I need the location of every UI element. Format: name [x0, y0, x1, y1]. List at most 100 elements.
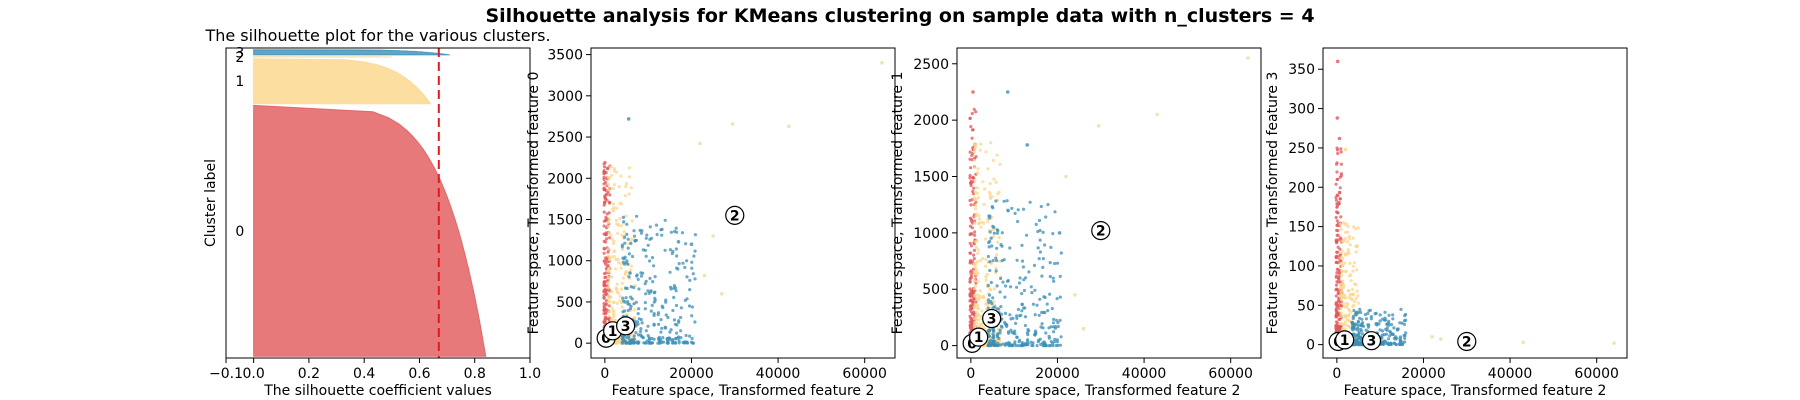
data-point — [1337, 271, 1341, 276]
data-point — [975, 212, 979, 216]
data-point — [1339, 227, 1343, 231]
data-point — [639, 318, 643, 322]
data-point — [686, 341, 690, 345]
data-point — [1051, 344, 1055, 348]
data-point — [607, 304, 611, 308]
data-point — [1338, 247, 1342, 251]
cluster-center-label: 1 — [974, 330, 984, 346]
data-point — [979, 317, 983, 321]
data-point — [665, 339, 670, 343]
data-point — [986, 254, 991, 259]
data-point — [632, 229, 636, 233]
data-point — [1335, 219, 1339, 223]
data-point — [612, 313, 616, 317]
data-point — [606, 281, 611, 285]
data-point — [628, 341, 633, 345]
data-point — [1018, 276, 1022, 280]
data-point — [991, 296, 995, 300]
data-point — [698, 141, 702, 146]
data-point — [984, 278, 988, 282]
data-point — [1038, 228, 1042, 233]
data-point — [647, 291, 651, 295]
data-point — [1020, 259, 1025, 263]
data-point — [635, 273, 639, 277]
data-point — [688, 288, 692, 292]
data-point — [1015, 335, 1019, 339]
data-point — [1338, 222, 1342, 226]
data-point — [998, 328, 1002, 332]
data-point — [1021, 207, 1026, 211]
y-tick-label: 2500 — [913, 57, 949, 73]
data-point — [1356, 319, 1360, 323]
data-point — [629, 241, 633, 246]
data-point — [1039, 342, 1043, 347]
data-point — [976, 251, 980, 255]
data-point — [1339, 300, 1343, 304]
data-point — [1366, 311, 1370, 316]
data-point — [628, 271, 632, 275]
data-point — [1392, 326, 1396, 330]
data-point — [975, 297, 979, 301]
data-point — [968, 241, 972, 245]
data-point — [1352, 261, 1357, 265]
data-point — [1335, 314, 1339, 318]
data-point — [674, 226, 678, 230]
data-point — [1037, 313, 1041, 317]
data-point — [1360, 332, 1364, 336]
data-point — [1368, 308, 1372, 312]
data-point — [1000, 259, 1004, 263]
y-tick-label: 1500 — [913, 170, 949, 186]
data-point — [622, 309, 627, 313]
data-point — [679, 336, 683, 340]
data-point — [973, 271, 977, 275]
data-point — [685, 297, 689, 301]
data-point — [643, 248, 648, 252]
data-point — [1387, 323, 1391, 327]
x-tick-label: 0 — [600, 366, 609, 382]
data-point — [1381, 342, 1385, 347]
data-point — [1346, 250, 1350, 254]
data-point — [626, 246, 630, 250]
data-point — [995, 259, 999, 263]
data-point — [630, 254, 635, 259]
data-point — [984, 264, 988, 268]
data-point — [681, 261, 685, 265]
data-point — [974, 207, 978, 211]
data-point — [610, 173, 614, 177]
data-point — [1033, 333, 1037, 337]
data-point — [1403, 333, 1407, 338]
data-point — [603, 315, 608, 319]
data-point — [971, 189, 975, 193]
data-point — [607, 267, 611, 271]
data-point — [1395, 336, 1399, 340]
data-point — [999, 276, 1003, 281]
data-point — [615, 290, 619, 294]
data-point — [635, 214, 639, 218]
data-point — [1343, 147, 1348, 152]
data-point — [680, 231, 685, 235]
scatter-x-label: Feature space, Transformed feature 2 — [978, 383, 1241, 399]
data-point — [627, 336, 631, 340]
data-point — [630, 237, 634, 241]
data-point — [663, 218, 667, 222]
data-point — [1343, 261, 1347, 265]
data-point — [1335, 233, 1339, 237]
data-point — [1348, 293, 1352, 297]
data-point — [1048, 261, 1052, 265]
data-point — [630, 297, 634, 301]
x-tick-label: 60000 — [1208, 366, 1253, 382]
cluster-center-3 — [1361, 331, 1382, 351]
data-point — [1351, 314, 1355, 319]
data-point — [676, 336, 680, 340]
data-point — [1034, 331, 1038, 335]
data-point — [1021, 343, 1025, 347]
data-point — [671, 308, 675, 313]
data-point — [991, 332, 995, 336]
data-point — [620, 281, 624, 285]
scatter-plot-frame — [956, 47, 1262, 359]
data-point — [1000, 244, 1004, 248]
data-point — [602, 284, 606, 288]
data-point — [629, 285, 633, 289]
data-point — [983, 237, 988, 241]
